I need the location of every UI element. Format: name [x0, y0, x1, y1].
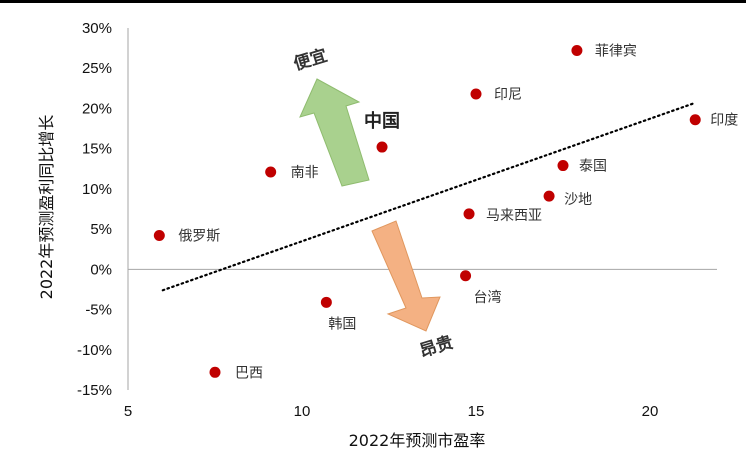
data-label: 菲律宾 — [595, 44, 637, 60]
data-point — [460, 270, 472, 282]
data-point — [463, 208, 475, 220]
data-point — [689, 114, 701, 126]
data-label: 韩国 — [328, 316, 356, 332]
data-label: 巴西 — [235, 365, 263, 381]
y-tick-labels: 30% 25% 20% 15% 10% 5% 0% -5% -10% -15% — [77, 20, 112, 399]
y-tick-label: 10% — [82, 181, 112, 198]
data-label: 俄罗斯 — [178, 229, 220, 245]
y-tick-label: 0% — [90, 261, 112, 278]
x-axis-title: 2022年预测市盈率 — [349, 431, 486, 450]
y-axis-title: 2022年预测盈利同比增长 — [37, 115, 56, 300]
data-point — [265, 166, 277, 178]
data-label: 中国 — [364, 110, 400, 132]
expensive-arrow — [371, 220, 441, 332]
data-point — [557, 160, 569, 172]
data-point — [376, 141, 388, 153]
x-tick-label: 20 — [642, 403, 659, 420]
expensive-label: 昂贵 — [417, 332, 456, 362]
y-tick-label: 15% — [82, 141, 112, 158]
data-point — [470, 88, 482, 100]
data-label: 印度 — [710, 113, 738, 129]
data-label: 泰国 — [579, 159, 607, 175]
data-point — [153, 230, 165, 242]
y-tick-label: 30% — [82, 20, 112, 37]
trendline — [161, 101, 697, 292]
y-tick-label: 20% — [82, 100, 112, 117]
data-point — [320, 296, 332, 308]
data-label: 马来西亚 — [486, 208, 542, 224]
x-tick-label: 15 — [468, 403, 485, 420]
x-tick-label: 10 — [294, 403, 311, 420]
data-point — [209, 366, 221, 378]
y-tick-label: -10% — [77, 342, 112, 359]
cheap-label: 便宜 — [291, 45, 330, 75]
x-tick-label: 5 — [124, 403, 132, 420]
y-tick-label: -15% — [77, 382, 112, 399]
x-tick-labels: 5 10 15 20 — [124, 403, 659, 420]
data-label: 沙地 — [564, 192, 592, 208]
axes — [127, 28, 717, 390]
top-rule — [0, 0, 746, 3]
data-label: 台湾 — [474, 289, 502, 306]
cheap-arrow — [299, 78, 370, 187]
y-tick-label: 25% — [82, 60, 112, 77]
data-label: 南非 — [291, 165, 319, 181]
data-point — [543, 190, 555, 202]
y-tick-label: -5% — [85, 302, 112, 319]
data-point — [571, 45, 583, 57]
y-tick-label: 5% — [90, 221, 112, 238]
data-label: 印尼 — [494, 87, 522, 103]
